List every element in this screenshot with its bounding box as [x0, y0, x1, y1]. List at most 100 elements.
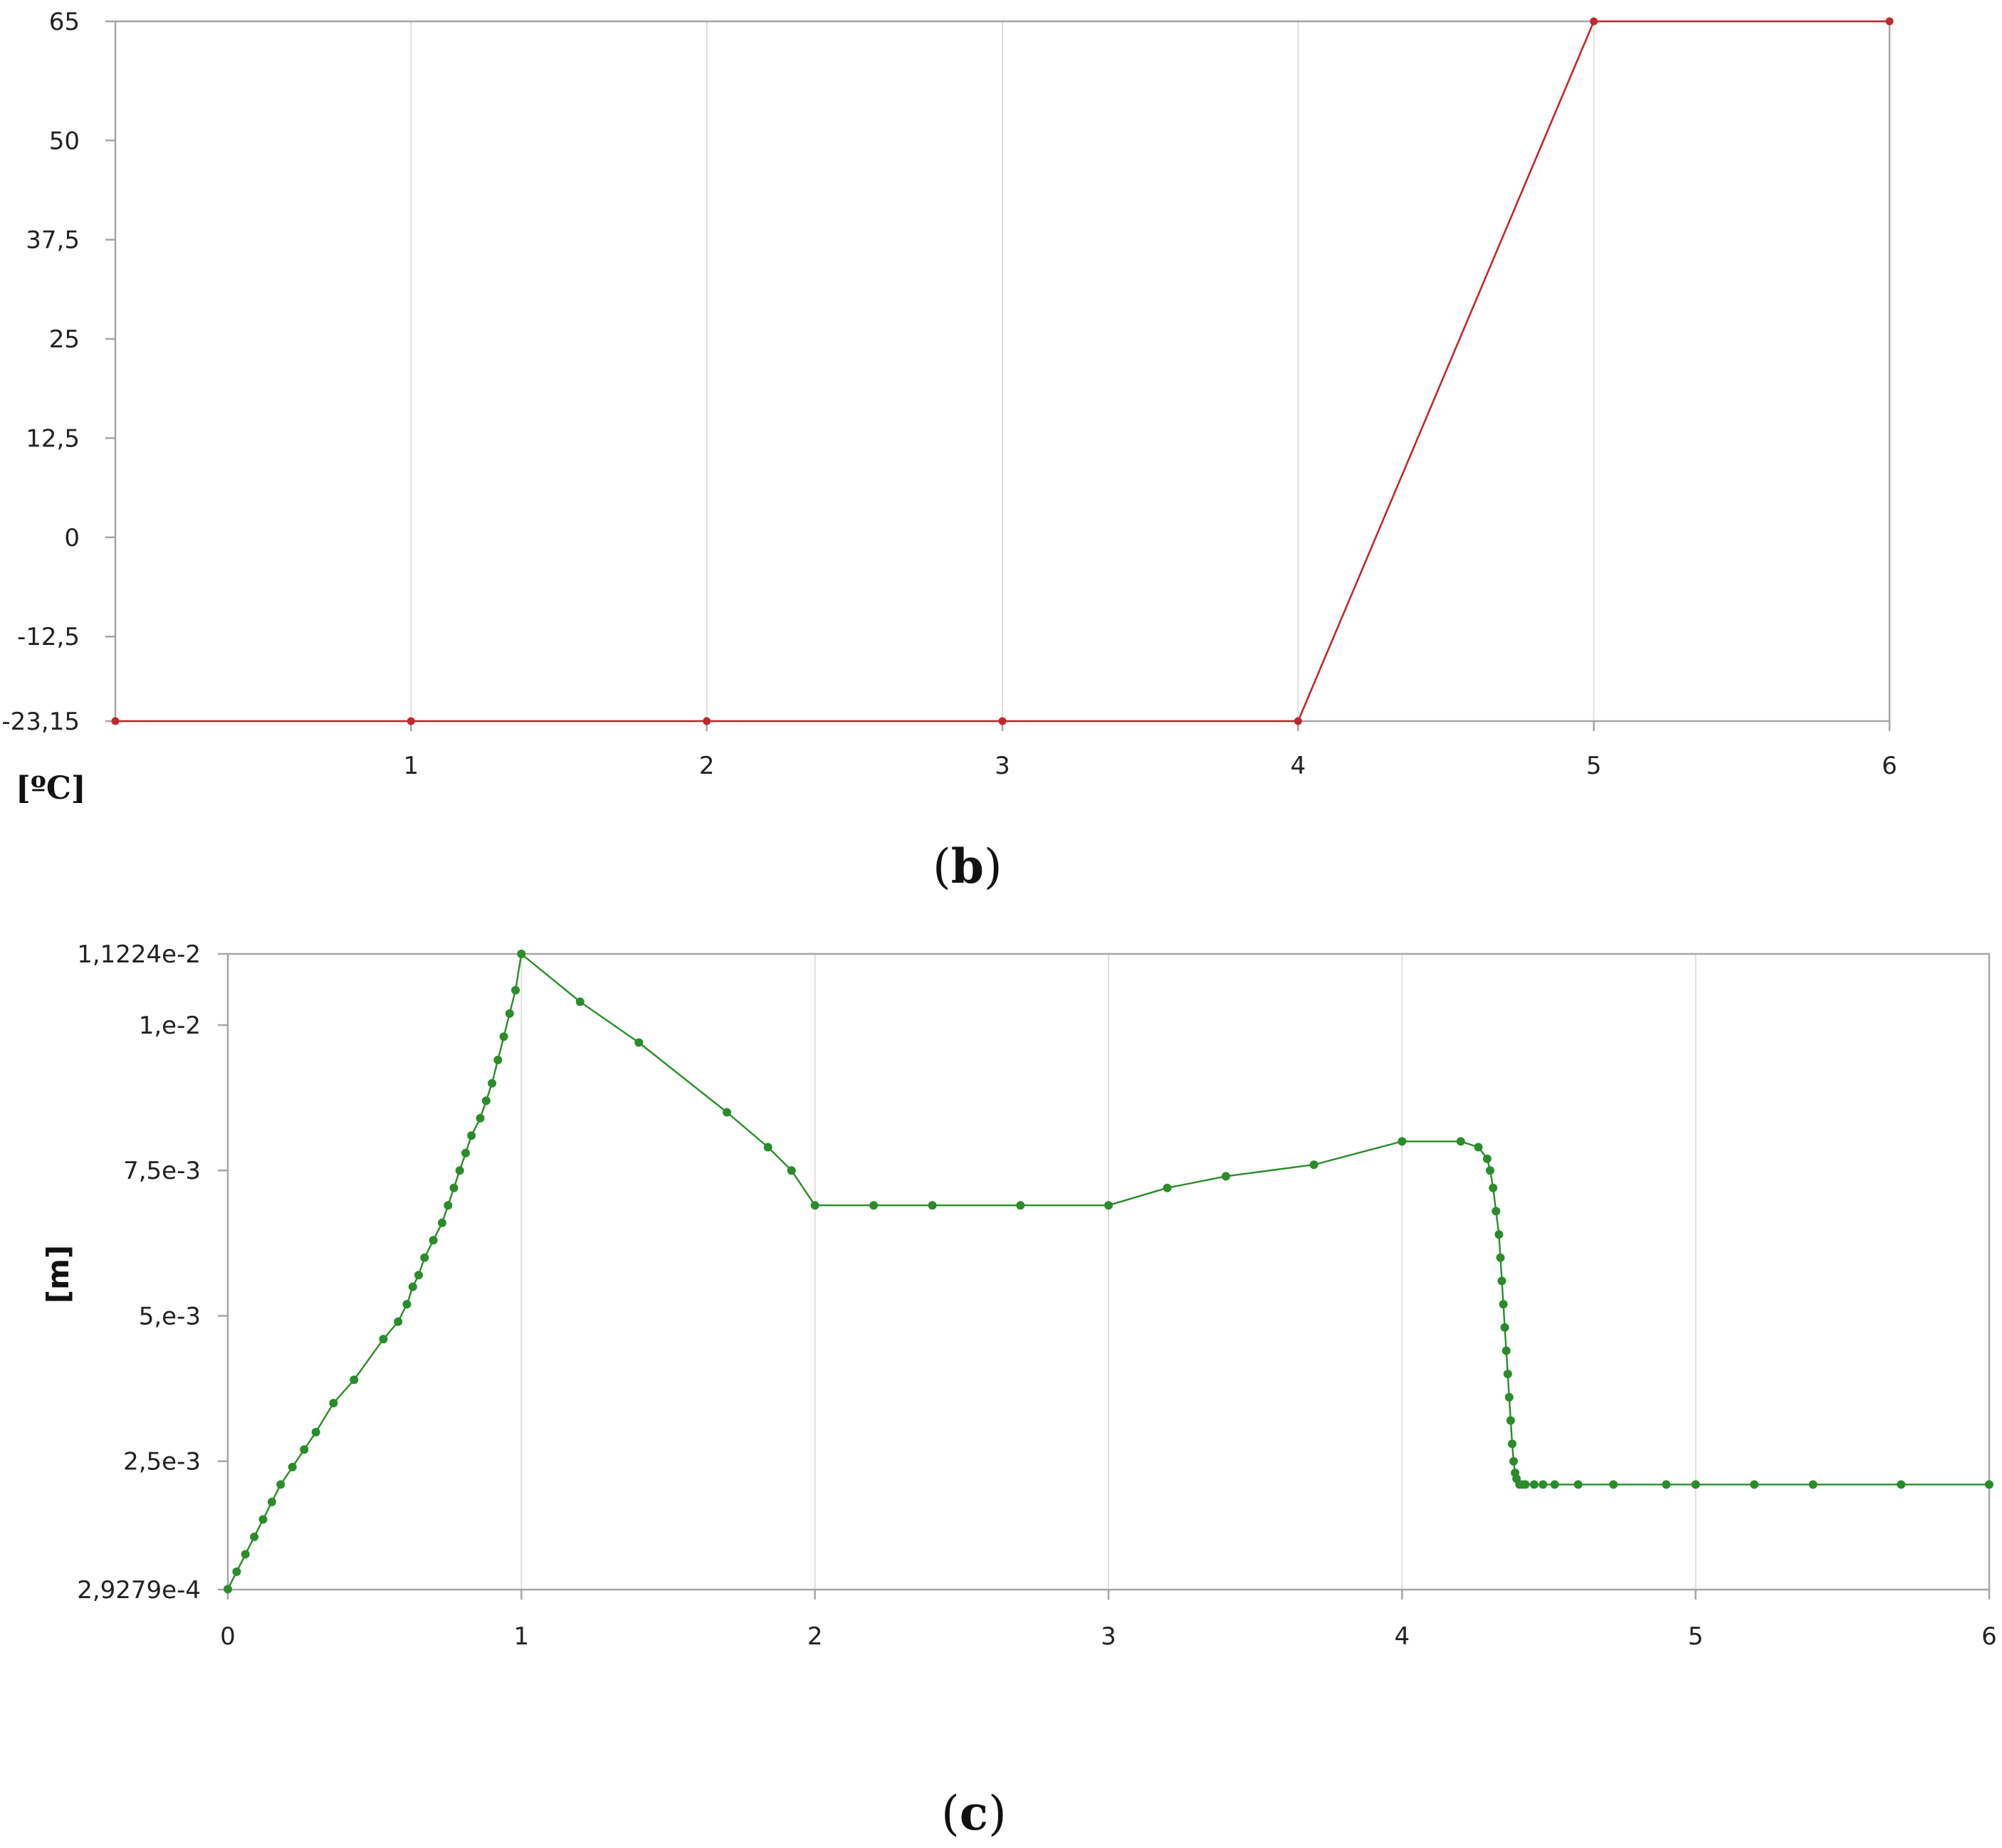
chart-c-data-point — [250, 1532, 259, 1541]
chart-c-data-point — [408, 1282, 417, 1291]
chart-b-y-tick-label: 65 — [49, 8, 80, 36]
chart-c-x-tick-label: 5 — [1688, 1622, 1704, 1651]
chart-c-data-point — [455, 1166, 464, 1175]
chart-c-data-point — [1808, 1480, 1818, 1489]
chart-c-data-point — [420, 1253, 429, 1262]
chart-c-data-point — [467, 1131, 476, 1140]
chart-c-data-point — [1492, 1207, 1501, 1216]
chart-c-x-tick-label: 4 — [1395, 1622, 1410, 1651]
chart-b-x-tick-label: 6 — [1882, 752, 1897, 780]
chart-c-data-point — [402, 1300, 412, 1309]
chart-b-data-point — [407, 717, 415, 725]
chart-c-data-point — [634, 1038, 644, 1047]
chart-b-x-tick-label: 4 — [1291, 752, 1306, 780]
chart-c-data-point — [1529, 1480, 1539, 1489]
chart-c-data-point — [1474, 1143, 1483, 1152]
chart-c-data-point — [429, 1236, 438, 1245]
chart-c-x-tick-label: 3 — [1101, 1622, 1116, 1651]
chart-c-data-point — [763, 1143, 772, 1152]
chart-c-data-point — [1897, 1480, 1906, 1489]
chart-c-data-point — [481, 1096, 491, 1106]
chart-b-data-point — [703, 717, 711, 725]
chart-c-series — [224, 950, 1993, 1594]
chart-c-data-point — [438, 1218, 446, 1227]
chart-c-data-point — [1691, 1480, 1700, 1489]
chart-c-data-point — [1482, 1154, 1492, 1163]
chart-c-data-point — [224, 1585, 232, 1594]
chart-c-data-point — [1539, 1480, 1548, 1489]
chart-b-x-axis: 1 2 3 4 5 6 — [404, 721, 1897, 780]
chart-c: 1,1224e-2 1,e-2 7,5e-3 5,e-3 2,5e-3 2,9279e-4… — [41, 940, 1997, 1841]
chart-b-y-tick-label: -12,5 — [17, 623, 80, 651]
chart-c-data-point — [1550, 1480, 1559, 1489]
chart-b-series — [111, 17, 1894, 725]
chart-b: 65 50 37,5 25 12,5 0 -12,5 -23,15 1 2 3 4 5 6 [ºC] (… — [1, 8, 1897, 894]
chart-c-x-tick-label: 1 — [514, 1622, 530, 1651]
chart-c-data-point — [1496, 1253, 1505, 1262]
chart-c-data-point — [276, 1480, 285, 1489]
chart-c-data-point — [810, 1201, 819, 1210]
chart-c-y-axis: 1,1224e-2 1,e-2 7,5e-3 5,e-3 2,5e-3 2,9279e-4 — [77, 940, 228, 1605]
chart-c-data-point — [493, 1056, 503, 1064]
chart-c-data-point — [1504, 1392, 1514, 1402]
chart-b-y-axis: 65 50 37,5 25 12,5 0 -12,5 -23,15 — [1, 8, 115, 736]
chart-c-data-point — [1985, 1480, 1993, 1489]
chart-c-gridlines — [520, 954, 1697, 1590]
chart-c-data-point — [1309, 1160, 1319, 1170]
chart-c-data-point — [461, 1148, 470, 1157]
chart-b-y-tick-label: 25 — [49, 325, 80, 354]
chart-c-data-point — [1573, 1480, 1583, 1489]
chart-c-x-tick-label: 2 — [807, 1622, 823, 1651]
chart-c-data-point — [1750, 1480, 1759, 1489]
chart-c-data-point — [1163, 1183, 1172, 1192]
chart-c-data-point — [1508, 1439, 1516, 1449]
chart-c-y-tick-label: 7,5e-3 — [123, 1157, 201, 1185]
chart-b-x-tick-label: 1 — [404, 752, 419, 780]
chart-b-data-point — [1294, 717, 1302, 725]
chart-b-data-point — [1885, 17, 1894, 26]
chart-c-y-tick-label: 1,1224e-2 — [77, 940, 201, 969]
chart-c-data-point — [1016, 1201, 1025, 1210]
chart-b-panel-label: (b) — [933, 839, 1002, 894]
chart-b-y-tick-label: 12,5 — [26, 424, 80, 453]
chart-b-x-tick-label: 5 — [1586, 752, 1602, 780]
chart-b-x-tick-label: 2 — [699, 752, 715, 780]
chart-c-data-point — [1500, 1323, 1509, 1332]
chart-b-y-tick-label: -23,15 — [1, 708, 80, 736]
chart-c-data-point — [511, 986, 520, 994]
chart-c-data-point — [499, 1032, 508, 1041]
chart-b-y-tick-label: 37,5 — [26, 226, 80, 255]
chart-c-data-point — [1104, 1201, 1113, 1210]
chart-c-data-point — [444, 1201, 453, 1210]
chart-c-data-point — [300, 1445, 309, 1454]
chart-c-data-point — [414, 1271, 423, 1280]
chart-c-data-point — [505, 1009, 514, 1018]
chart-c-data-point — [1521, 1480, 1530, 1489]
chart-c-y-tick-label: 2,9279e-4 — [77, 1576, 201, 1605]
chart-c-data-point — [476, 1113, 485, 1123]
chart-c-data-point — [517, 950, 526, 958]
chart-b-data-point — [1590, 17, 1598, 26]
chart-c-data-point — [488, 1078, 497, 1088]
chart-b-unit-label: [ºC] — [16, 770, 86, 807]
chart-c-data-point — [869, 1201, 879, 1210]
chart-c-unit-label: [m] — [41, 1245, 75, 1303]
chart-c-data-point — [1662, 1480, 1671, 1489]
chart-c-data-point — [1497, 1276, 1506, 1286]
chart-c-data-point — [1506, 1416, 1515, 1425]
chart-c-y-tick-label: 1,e-2 — [139, 1012, 201, 1040]
chart-c-data-point — [1221, 1172, 1230, 1181]
chart-c-data-point — [1609, 1480, 1618, 1489]
chart-c-data-point — [575, 997, 585, 1007]
chart-c-x-tick-label: 0 — [220, 1622, 236, 1651]
chart-c-panel-label: (c) — [941, 1785, 1007, 1841]
chart-c-data-point — [449, 1183, 458, 1192]
chart-b-data-point — [998, 717, 1007, 725]
chart-c-data-point — [1509, 1456, 1518, 1466]
chart-c-x-axis: 0 1 2 3 4 5 6 — [220, 1590, 1997, 1651]
chart-c-data-point — [350, 1375, 359, 1385]
chart-c-data-point — [787, 1166, 796, 1175]
chart-b-y-tick-label: 0 — [64, 524, 80, 552]
chart-c-data-point — [1499, 1300, 1508, 1309]
